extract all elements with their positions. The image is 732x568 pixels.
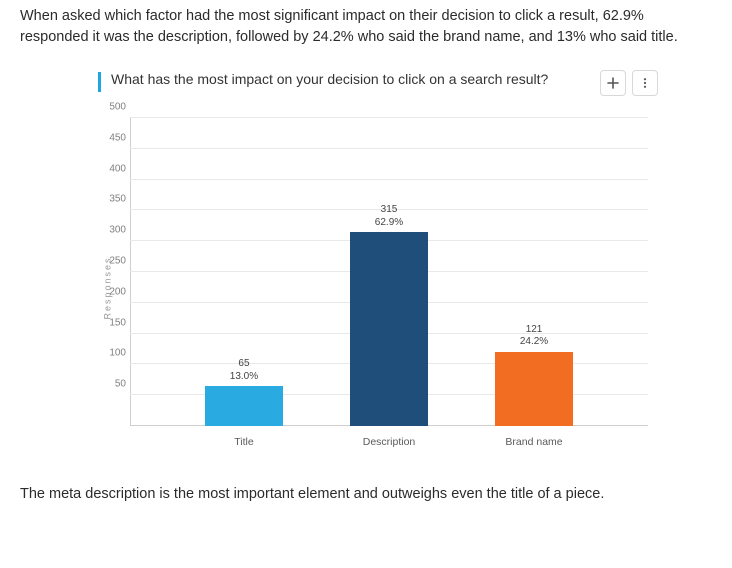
y-tick-label: 200 xyxy=(100,286,126,297)
y-tick-label: 500 xyxy=(100,102,126,113)
bar-value-label: 31562.9% xyxy=(350,204,428,232)
bar-description: 31562.9% xyxy=(350,232,428,426)
x-tick-label: Description xyxy=(363,436,416,448)
grid-line xyxy=(130,148,648,149)
chart-card: What has the most impact on your decisio… xyxy=(98,66,658,468)
grid-line xyxy=(130,117,648,118)
y-tick-label: 50 xyxy=(100,379,126,390)
header-actions xyxy=(600,70,658,96)
y-tick-label: 350 xyxy=(100,194,126,205)
bar-brand-name: 12124.2% xyxy=(495,352,573,427)
y-tick-label: 450 xyxy=(100,132,126,143)
y-tick-label: 300 xyxy=(100,225,126,236)
x-tick-label: Brand name xyxy=(505,436,562,448)
add-button[interactable] xyxy=(600,70,626,96)
chart-area: Responses 501001502002503003504004505006… xyxy=(98,108,658,468)
bar-title: 6513.0% xyxy=(205,386,283,426)
y-tick-label: 150 xyxy=(100,317,126,328)
x-tick-label: Title xyxy=(234,436,253,448)
y-tick-label: 100 xyxy=(100,348,126,359)
more-button[interactable] xyxy=(632,70,658,96)
plot-region: 501001502002503003504004505006513.0%Titl… xyxy=(130,118,648,426)
plus-icon xyxy=(607,77,619,89)
y-tick-label: 250 xyxy=(100,256,126,267)
outro-paragraph: The meta description is the most importa… xyxy=(20,484,712,505)
more-vertical-icon xyxy=(639,77,651,89)
card-header: What has the most impact on your decisio… xyxy=(98,66,658,104)
chart-title: What has the most impact on your decisio… xyxy=(111,70,590,89)
bar-value-label: 6513.0% xyxy=(205,358,283,386)
intro-paragraph: When asked which factor had the most sig… xyxy=(20,6,712,48)
y-axis-line xyxy=(130,118,131,426)
accent-bar xyxy=(98,72,101,92)
y-tick-label: 400 xyxy=(100,163,126,174)
bar-value-label: 12124.2% xyxy=(495,324,573,352)
grid-line xyxy=(130,179,648,180)
